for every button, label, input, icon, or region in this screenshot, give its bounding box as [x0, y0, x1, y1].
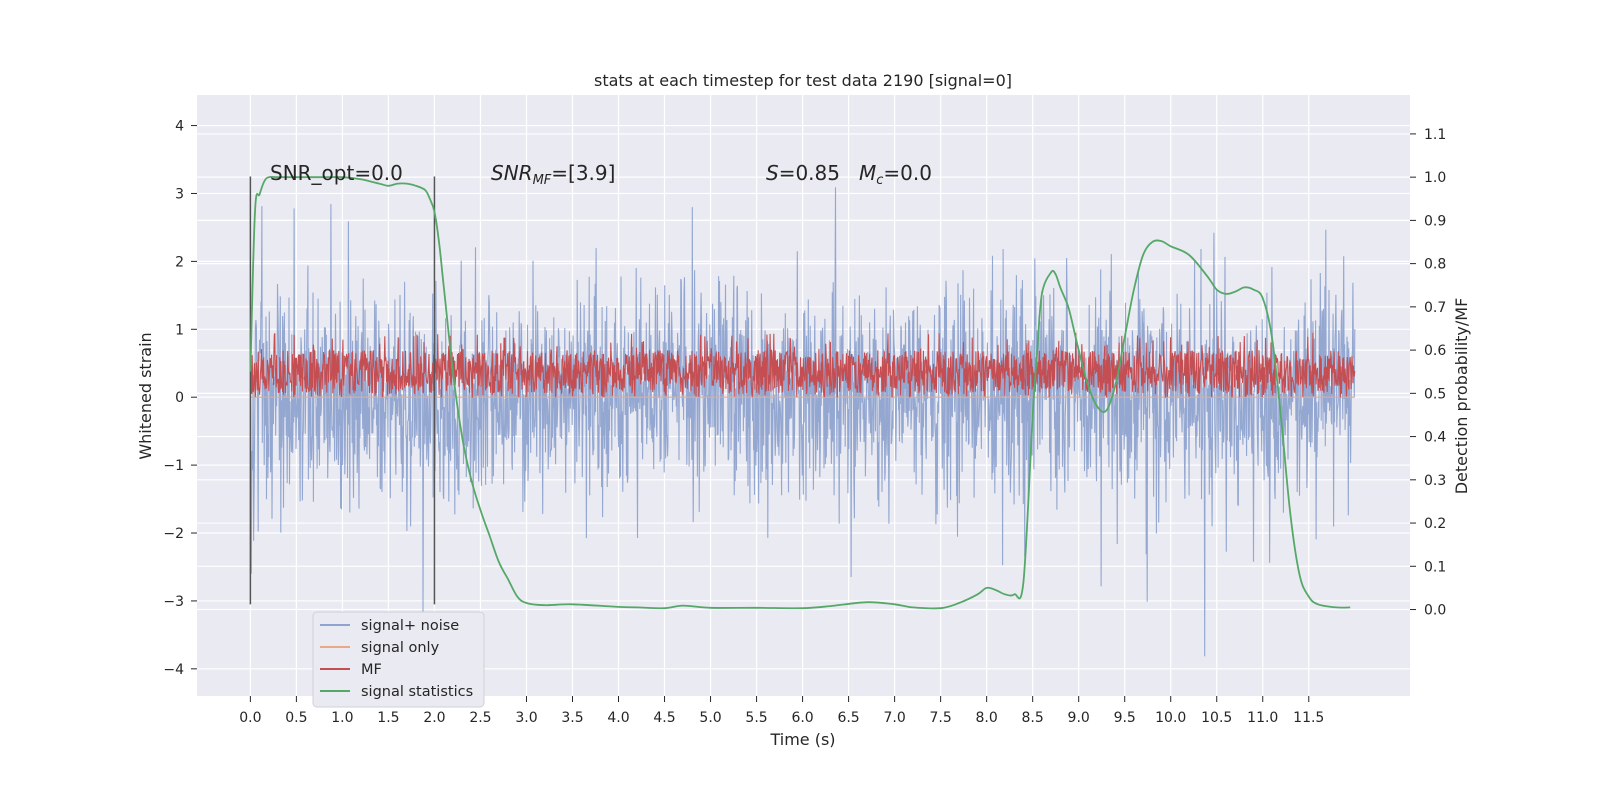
right-axis-ticks: 1.1 1.0 0.9 0.8 0.7 0.6 0.5 0.4 0.3 0.2 0.1 0.0	[1410, 127, 1446, 619]
y-tick-label-−1: −1	[163, 458, 184, 474]
legend: signal+ noise signal only MF signal stat…	[312, 611, 485, 708]
x-axis-ticks: 0.0 0.5 1.0 1.5 2.0 2.5 3.0 3.5 4.0 4.5 5.0 5.5 6.0 6…	[239, 696, 1324, 726]
x-tick-label-5.5: 5.5	[745, 710, 767, 726]
x-tick-label-8.5: 8.5	[1022, 710, 1044, 726]
right-tick-label-0.5: 0.5	[1424, 386, 1446, 402]
x-tick-label-2.5: 2.5	[469, 710, 491, 726]
x-tick-label-3.5: 3.5	[561, 710, 583, 726]
snr-mf-annotation: SNRMF=[3.9]	[491, 161, 615, 188]
x-tick-label-4.5: 4.5	[653, 710, 675, 726]
statistics-series	[249, 175, 1351, 610]
legend-label-statistics: signal statistics	[361, 684, 473, 700]
right-y-axis-label: Detection probability/MF	[1452, 298, 1471, 495]
right-tick-label-0.8: 0.8	[1424, 257, 1446, 273]
right-tick-label-0.9: 0.9	[1424, 213, 1446, 229]
s-annotation: S=0.85	[766, 161, 840, 185]
x-tick-label-10.0: 10.0	[1155, 710, 1186, 726]
legend-label-mf: MF	[361, 662, 382, 678]
right-tick-label-0.7: 0.7	[1424, 300, 1446, 316]
snr-opt-annotation: SNR_opt=0.0	[270, 161, 403, 185]
right-tick-label-0.0: 0.0	[1424, 603, 1446, 619]
statistics-trace	[249, 175, 1351, 610]
x-tick-label-1.0: 1.0	[331, 710, 353, 726]
x-tick-label-3.0: 3.0	[515, 710, 537, 726]
y-axis-ticks: 4 3 2 1 0 −1 −2 −3 −4	[163, 119, 197, 678]
chart-title: stats at each timestep for test data 219…	[594, 71, 1012, 90]
right-tick-label-0.2: 0.2	[1424, 516, 1446, 532]
x-tick-label-6.0: 6.0	[791, 710, 813, 726]
legend-box	[312, 611, 485, 708]
right-tick-label-1.1: 1.1	[1424, 127, 1446, 143]
marker-lines	[249, 176, 436, 605]
right-tick-label-0.1: 0.1	[1424, 559, 1446, 575]
y-tick-label-−4: −4	[163, 662, 184, 678]
y-tick-label-4: 4	[175, 119, 184, 135]
x-axis-label: Time (s)	[769, 730, 835, 749]
y-tick-label-3: 3	[175, 186, 184, 202]
y-tick-label-−2: −2	[163, 526, 184, 542]
x-tick-label-11.0: 11.0	[1247, 710, 1278, 726]
x-tick-label-6.5: 6.5	[837, 710, 859, 726]
x-tick-label-4.0: 4.0	[607, 710, 629, 726]
x-tick-label-9.5: 9.5	[1114, 710, 1136, 726]
x-tick-label-7.0: 7.0	[883, 710, 905, 726]
y-tick-label-−3: −3	[163, 594, 184, 610]
x-tick-label-5.0: 5.0	[699, 710, 721, 726]
x-tick-label-2.0: 2.0	[423, 710, 445, 726]
legend-label-noise: signal+ noise	[361, 618, 459, 634]
mc-annotation: Mc=0.0	[859, 161, 932, 188]
right-tick-label-0.6: 0.6	[1424, 343, 1446, 359]
y-tick-label-2: 2	[175, 254, 184, 270]
right-tick-label-0.3: 0.3	[1424, 473, 1446, 489]
x-tick-label-11.5: 11.5	[1293, 710, 1324, 726]
x-tick-label-8.0: 8.0	[976, 710, 998, 726]
right-tick-label-1.0: 1.0	[1424, 170, 1446, 186]
x-tick-label-1.5: 1.5	[377, 710, 399, 726]
y-tick-label-1: 1	[175, 322, 184, 338]
right-tick-label-0.4: 0.4	[1424, 430, 1446, 446]
y-axis-label: Whitened strain	[136, 332, 155, 459]
x-tick-label-0.0: 0.0	[239, 710, 261, 726]
x-tick-label-0.5: 0.5	[285, 710, 307, 726]
x-tick-label-9.0: 9.0	[1068, 710, 1090, 726]
legend-label-signal: signal only	[361, 640, 440, 656]
y-tick-label-0: 0	[175, 390, 184, 406]
x-tick-label-10.5: 10.5	[1201, 710, 1232, 726]
x-tick-label-7.5: 7.5	[929, 710, 951, 726]
